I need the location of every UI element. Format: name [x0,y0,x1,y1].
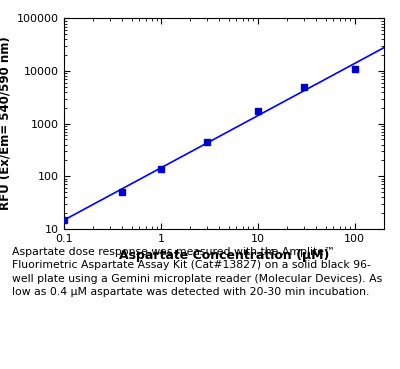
Text: Aspartate dose response was measured with the Amplite™
Fluorimetric Aspartate As: Aspartate dose response was measured wit… [12,247,382,297]
X-axis label: Aspartate Concentration (μM): Aspartate Concentration (μM) [119,249,329,262]
Y-axis label: RFU (Ex/Em= 540/590 nm): RFU (Ex/Em= 540/590 nm) [0,37,12,210]
